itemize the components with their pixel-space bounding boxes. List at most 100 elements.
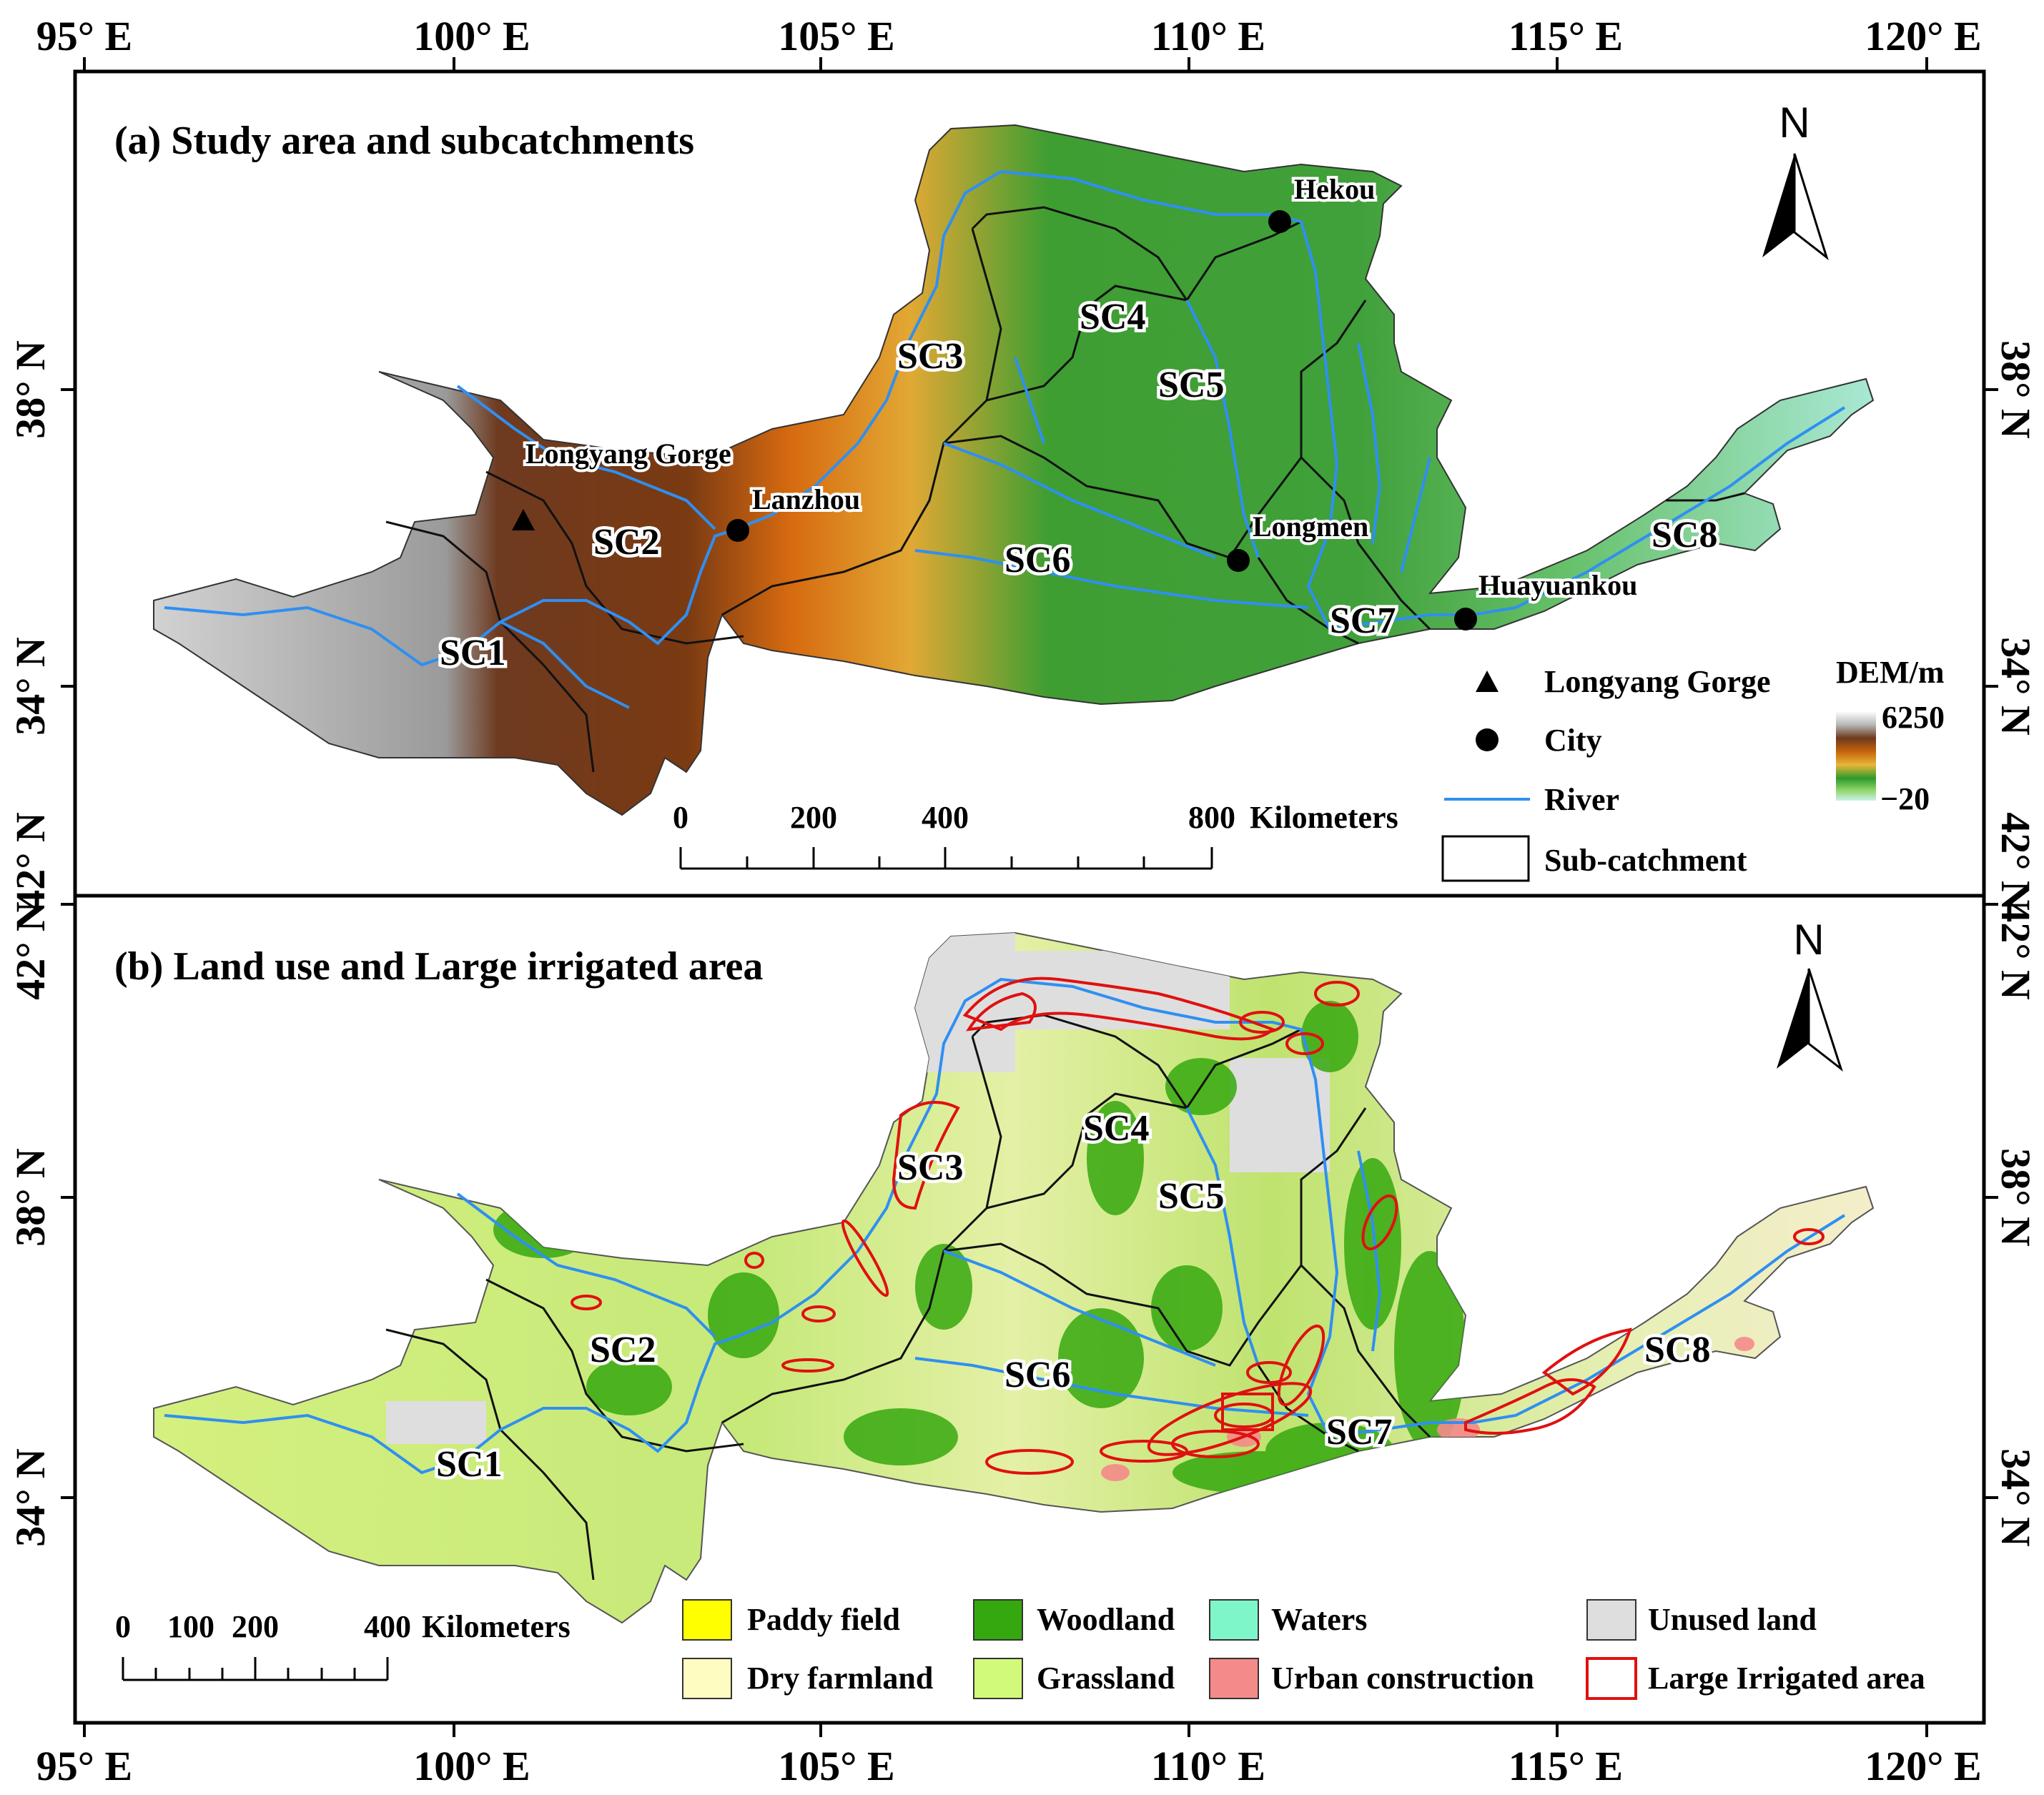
legend-subcatchment-symbol xyxy=(1441,835,1530,882)
legend-dryfarm-swatch xyxy=(682,1658,732,1699)
legend-urban-swatch xyxy=(1209,1658,1259,1699)
legend-unused-swatch xyxy=(1586,1599,1636,1641)
panel-a-sc1-label: SC1 xyxy=(440,633,505,673)
svg-text:Longyang Gorge: Longyang Gorge xyxy=(1544,664,1771,699)
panel-b-sc7-label: SC7 xyxy=(1326,1412,1392,1453)
lat-label-left-b-38: 38° N xyxy=(7,1148,54,1247)
panel-b-frame xyxy=(73,894,1986,1725)
panel-b-rivers xyxy=(164,977,1846,1475)
lon-label-top-105: 105° E xyxy=(778,13,894,59)
panel-b-scale-bar: 0 100 200 400 Kilometers xyxy=(115,1609,571,1681)
svg-text:200: 200 xyxy=(790,800,837,835)
lon-label-bottom-115: 115° E xyxy=(1509,1743,1623,1789)
panel-b-sc8-label: SC8 xyxy=(1644,1330,1710,1370)
dem-min-label: −20 xyxy=(1880,781,1930,816)
legend-waters-swatch xyxy=(1209,1599,1259,1641)
panel-b-sc3-label: SC3 xyxy=(897,1147,963,1188)
svg-text:100: 100 xyxy=(167,1609,214,1644)
panel-a-legend: Longyang Gorge City River Sub-catchment xyxy=(1441,664,1771,882)
subcatchment-boundaries xyxy=(385,206,1745,773)
huayuankou-label: Huayuankou xyxy=(1478,569,1637,601)
svg-text:City: City xyxy=(1544,723,1602,758)
panel-b-title: (b) Land use and Large irrigated area xyxy=(114,944,763,989)
panel-b-sc5-label: SC5 xyxy=(1158,1176,1224,1217)
svg-text:Kilometers: Kilometers xyxy=(1250,800,1398,835)
svg-text:400: 400 xyxy=(364,1609,411,1644)
svg-text:DEM/m: DEM/m xyxy=(1836,655,1945,690)
panel-a-sc6-label: SC6 xyxy=(1004,540,1070,580)
dem-max-label: 6250 xyxy=(1882,700,1945,735)
hekou-label: Hekou xyxy=(1294,173,1375,205)
svg-text:Large Irrigated area: Large Irrigated area xyxy=(1648,1661,1925,1696)
svg-text:0: 0 xyxy=(673,800,688,835)
panel-b-legend: Paddy field Dry farmland Woodland Grassl… xyxy=(682,1599,1925,1700)
svg-text:N: N xyxy=(1779,99,1810,147)
longmen-city-marker xyxy=(1227,549,1250,572)
panel-b-sc4-label: SC4 xyxy=(1083,1108,1149,1149)
panel-b-sc1-label: SC1 xyxy=(436,1444,502,1485)
panel-a-north-arrow: N xyxy=(1762,99,1829,261)
legend-woodland-swatch xyxy=(973,1599,1023,1641)
lat-label-left-a-34: 34° N xyxy=(7,637,54,736)
lat-label-right-a-38: 38° N xyxy=(1993,340,2039,439)
legend-city-symbol xyxy=(1476,728,1499,751)
lon-label-top-110: 110° E xyxy=(1151,13,1265,59)
panel-b-sc6-label: SC6 xyxy=(1004,1355,1070,1395)
legend-paddy-swatch xyxy=(682,1599,732,1641)
svg-text:0: 0 xyxy=(115,1609,131,1644)
lat-label-right-b-42: 42° N xyxy=(1993,901,2039,1000)
svg-text:Urban construction: Urban construction xyxy=(1271,1661,1534,1696)
legend-gorge-symbol xyxy=(1476,671,1499,692)
hekou-city-marker xyxy=(1268,210,1291,233)
lon-label-bottom-105: 105° E xyxy=(778,1743,894,1789)
irrigated-areas xyxy=(571,976,1825,1475)
panel-a-sc3-label: SC3 xyxy=(897,336,963,377)
lon-label-top-95: 95° E xyxy=(36,13,132,59)
lanzhou-label: Lanzhou xyxy=(752,483,860,515)
lanzhou-city-marker xyxy=(726,519,749,542)
panel-b-sc2-label: SC2 xyxy=(590,1330,656,1370)
svg-text:Kilometers: Kilometers xyxy=(422,1609,571,1644)
lat-label-left-a-38: 38° N xyxy=(7,340,54,439)
panel-b: (b) Land use and Large irrigated area xyxy=(114,916,1925,1700)
panel-a-title: (a) Study area and subcatchments xyxy=(114,119,694,163)
panel-a-sc2-label: SC2 xyxy=(593,522,659,563)
longmen-label: Longmen xyxy=(1253,510,1368,543)
svg-text:Paddy field: Paddy field xyxy=(747,1602,900,1637)
svg-text:200: 200 xyxy=(232,1609,279,1644)
svg-text:Dry farmland: Dry farmland xyxy=(747,1661,933,1696)
dem-colorbar: DEM/m 6250 −20 xyxy=(1836,655,1945,816)
lat-label-right-b-38: 38° N xyxy=(1993,1148,2039,1247)
panel-a-sc4-label: SC4 xyxy=(1080,297,1145,337)
panel-a-sc7-label: SC7 xyxy=(1330,600,1396,641)
panel-a-sc5-label: SC5 xyxy=(1158,365,1224,405)
legend-irrigated-swatch xyxy=(1586,1657,1637,1700)
svg-text:Grassland: Grassland xyxy=(1037,1661,1175,1696)
panel-a-sc8-label: SC8 xyxy=(1652,515,1717,555)
lon-label-top-100: 100° E xyxy=(413,13,530,59)
rivers xyxy=(164,169,1846,709)
lon-label-top-115: 115° E xyxy=(1509,13,1623,59)
svg-text:Waters: Waters xyxy=(1271,1602,1367,1637)
huayuankou-city-marker xyxy=(1454,608,1477,631)
lat-label-right-a-34: 34° N xyxy=(1993,637,2039,736)
svg-text:Unused land: Unused land xyxy=(1648,1602,1817,1637)
panel-b-subcatchment-boundaries xyxy=(385,1014,1431,1581)
svg-text:800: 800 xyxy=(1188,800,1235,835)
svg-text:Woodland: Woodland xyxy=(1037,1602,1175,1637)
lat-label-right-a-42: 42° N xyxy=(1993,812,2039,911)
lat-label-right-b-34: 34° N xyxy=(1993,1448,2039,1547)
lat-label-left-b-42: 42° N xyxy=(7,901,54,1000)
longyang-gorge-marker xyxy=(512,509,535,530)
panel-b-north-arrow: N xyxy=(1777,916,1843,1072)
lon-label-bottom-100: 100° E xyxy=(413,1743,530,1789)
lon-label-top-120: 120° E xyxy=(1865,13,1981,59)
graticule-ticks xyxy=(61,57,1998,1737)
lat-label-left-b-34: 34° N xyxy=(7,1448,54,1547)
lon-label-bottom-95: 95° E xyxy=(36,1743,132,1789)
svg-text:Sub-catchment: Sub-catchment xyxy=(1544,843,1747,878)
lon-label-bottom-120: 120° E xyxy=(1865,1743,1981,1789)
longyang-gorge-label: Longyang Gorge xyxy=(525,437,731,470)
lat-label-left-a-42: 42° N xyxy=(7,812,54,911)
